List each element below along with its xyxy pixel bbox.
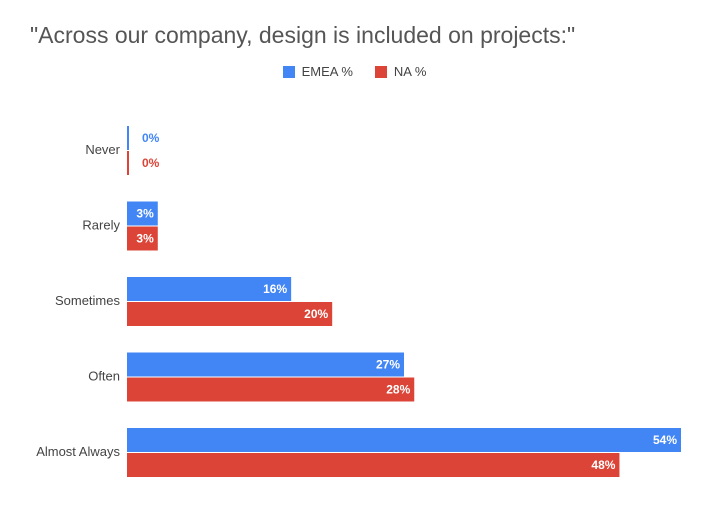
category-label-rarely: Rarely xyxy=(82,218,120,233)
bar-emea-almost-always xyxy=(127,428,681,452)
category-label-often: Often xyxy=(88,369,120,384)
bar-emea-sometimes xyxy=(127,277,292,301)
bar-na-sometimes xyxy=(127,302,333,326)
value-label-na-never: 0% xyxy=(142,156,160,170)
legend-item-na: NA % xyxy=(374,64,427,79)
category-label-sometimes: Sometimes xyxy=(55,293,121,308)
bar-emea-often xyxy=(127,352,404,377)
value-label-emea-rarely: 3% xyxy=(136,207,154,221)
value-label-na-rarely: 3% xyxy=(136,232,154,246)
category-label-never: Never xyxy=(85,142,120,157)
value-label-na-sometimes: 20% xyxy=(304,307,328,321)
legend: EMEA % NA % xyxy=(0,64,709,79)
legend-item-emea: EMEA % xyxy=(282,64,353,79)
bar-na-often xyxy=(127,377,415,402)
value-label-emea-never: 0% xyxy=(142,131,160,145)
bar-emea-rarely xyxy=(127,201,158,226)
legend-swatch-emea xyxy=(282,65,295,78)
legend-swatch-na xyxy=(374,65,387,78)
value-label-emea-almost-always: 54% xyxy=(653,433,677,447)
chart-title: "Across our company, design is included … xyxy=(30,22,576,48)
legend-label-na: NA % xyxy=(393,64,427,79)
bar-na-rarely xyxy=(127,226,158,251)
value-label-emea-sometimes: 16% xyxy=(263,282,287,296)
bar-na-never xyxy=(127,151,129,175)
value-label-na-almost-always: 48% xyxy=(591,458,615,472)
value-label-na-often: 28% xyxy=(386,383,410,397)
bar-na-almost-always xyxy=(127,453,620,477)
bar-emea-never xyxy=(127,126,129,150)
legend-label-emea: EMEA % xyxy=(301,64,353,79)
category-label-almost-always: Almost Always xyxy=(36,444,120,459)
value-label-emea-often: 27% xyxy=(376,358,400,372)
